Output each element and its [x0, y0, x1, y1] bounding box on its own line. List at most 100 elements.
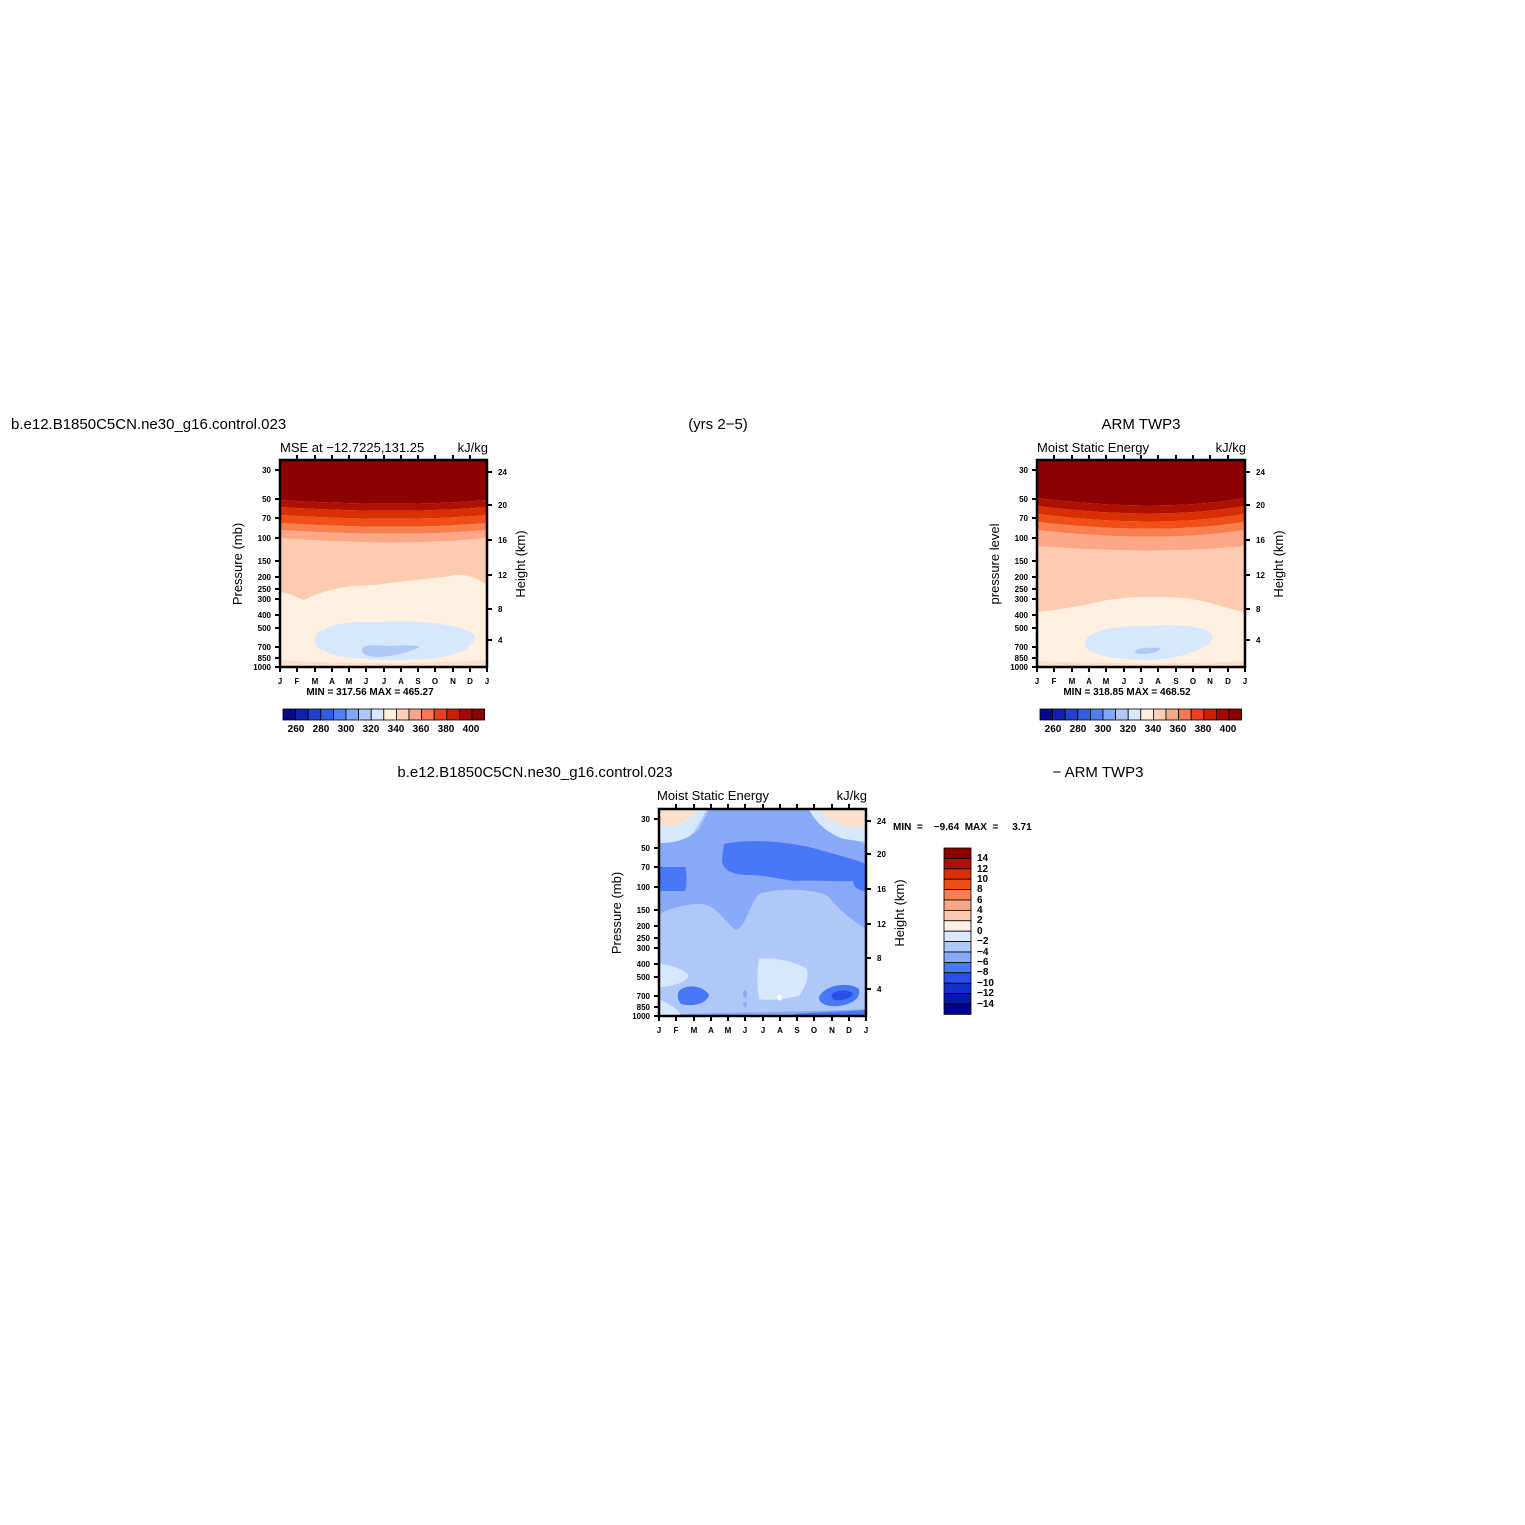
model-cb-label-5: 360 — [413, 724, 430, 735]
diff-y2-tick-20: 20 — [877, 850, 886, 859]
diff-colorbar-box — [943, 930, 972, 943]
model-y-tick-400: 400 — [258, 611, 272, 620]
model-x-tick-feb: F — [295, 677, 300, 686]
obs-y-ticks: 30 50 70 100 150 200 250 300 400 500 700… — [1010, 466, 1037, 672]
model-x-tick-apr: A — [329, 677, 335, 686]
obs-units: kJ/kg — [1216, 440, 1246, 455]
model-x-tick-jun: J — [364, 677, 368, 686]
diff-colorbar: 14 12 10 8 6 4 2 0 −2 −4 −6 −8 −10 −12 −… — [943, 847, 994, 1015]
model-minmax: MIN = 317.56 MAX = 465.27 — [306, 687, 434, 698]
obs-cb-label-6: 380 — [1195, 724, 1212, 735]
obs-colorbar-box — [1052, 708, 1066, 721]
obs-cb-label-5: 360 — [1170, 724, 1187, 735]
diff-cb-label-1: 12 — [977, 864, 989, 875]
model-y2-ticks: 4 8 12 16 20 24 — [487, 468, 507, 645]
obs-y-tick-70: 70 — [1019, 514, 1028, 523]
diff-plot-frame — [657, 807, 868, 1018]
diff-y-tick-400: 400 — [637, 960, 651, 969]
obs-x-tick-sep: S — [1173, 677, 1179, 686]
diff-cb-label-0: 14 — [977, 853, 989, 864]
diff-y-tick-70: 70 — [641, 863, 650, 872]
diff-colorbar-box — [943, 993, 972, 1005]
diff-cb-label-3: 8 — [977, 884, 983, 895]
model-contour-field — [280, 460, 487, 667]
model-ylabel: Pressure (mb) — [230, 523, 245, 605]
obs-colorbar-box — [1140, 708, 1154, 721]
diff-y-tick-500: 500 — [637, 973, 651, 982]
obs-colorbar: 260 280 300 320 340 360 380 400 — [1039, 708, 1243, 735]
obs-y-tick-850: 850 — [1015, 654, 1029, 663]
obs-colorbar-box — [1165, 708, 1180, 721]
diff-cb-label-13: −12 — [977, 988, 994, 999]
model-units: kJ/kg — [458, 440, 488, 455]
model-y2-tick-8: 8 — [498, 605, 503, 614]
model-colorbar-box — [471, 708, 486, 721]
diff-x-tick-aug: A — [777, 1026, 783, 1035]
model-y-tick-50: 50 — [262, 495, 271, 504]
model-colorbar-box — [307, 708, 322, 721]
diff-contour-field — [659, 809, 866, 1016]
diff-x-tick-jul: J — [761, 1026, 765, 1035]
model-y-tick-850: 850 — [258, 654, 272, 663]
diff-y-tick-200: 200 — [637, 922, 651, 931]
obs-subtitle: Moist Static Energy — [1037, 440, 1149, 455]
diff-y2-tick-4: 4 — [877, 985, 882, 994]
diff-x-tick-sep: S — [794, 1026, 800, 1035]
diff-y-ticks: 30 50 70 100 150 200 250 300 400 500 700… — [632, 815, 659, 1021]
obs-x-tick-aug: A — [1155, 677, 1161, 686]
model-x-tick-aug: A — [398, 677, 404, 686]
model-x-ticks: J F M A M J J A S O N D J — [278, 667, 489, 686]
diff-cb-label-6: 2 — [977, 915, 983, 926]
diff-cb-label-11: −8 — [977, 967, 989, 978]
obs-y2-tick-16: 16 — [1256, 536, 1265, 545]
diff-subtitle: Moist Static Energy — [657, 788, 769, 803]
diff-colorbar-box — [943, 920, 972, 932]
obs-y-tick-250: 250 — [1015, 585, 1029, 594]
diff-y-tick-150: 150 — [637, 906, 651, 915]
obs-y-tick-50: 50 — [1019, 495, 1028, 504]
diff-cb-label-4: 6 — [977, 895, 983, 906]
model-subtitle: MSE at −12.7225,131.25 — [280, 440, 424, 455]
model-x-tick-jan: J — [278, 677, 282, 686]
model-cb-label-6: 380 — [438, 724, 455, 735]
obs-axes: 30 50 70 100 150 200 250 300 400 500 700… — [1010, 455, 1265, 686]
obs-colorbar-box — [1077, 708, 1091, 721]
model-colorbar-box — [395, 708, 410, 721]
diff-ylabel: Pressure (mb) — [609, 872, 624, 954]
obs-y-tick-700: 700 — [1015, 643, 1029, 652]
diff-cb-label-14: −14 — [977, 999, 994, 1010]
model-y-tick-70: 70 — [262, 514, 271, 523]
diff-colorbar-box — [943, 878, 972, 891]
model-colorbar-box — [421, 708, 435, 721]
model-colorbar-box — [383, 708, 397, 721]
diff-y-tick-50: 50 — [641, 844, 650, 853]
obs-y-tick-150: 150 — [1015, 557, 1029, 566]
diff-y2-tick-24: 24 — [877, 817, 886, 826]
model-colorbar-box — [408, 708, 423, 721]
obs-plot-frame — [1035, 458, 1247, 669]
diff-colorbar-boxes — [943, 847, 972, 1015]
obs-colorbar-box — [1190, 708, 1205, 721]
obs-ylabel: pressure level — [987, 523, 1002, 604]
model-plot-frame — [278, 458, 489, 669]
obs-y-tick-200: 200 — [1015, 573, 1029, 582]
diff-x-tick-jan: J — [657, 1026, 661, 1035]
model-colorbar-box — [295, 708, 309, 721]
model-y2-tick-24: 24 — [498, 468, 507, 477]
model-y-tick-1000: 1000 — [253, 663, 271, 672]
diff-colorbar-box — [943, 868, 972, 880]
diff-colorbar-box — [943, 847, 972, 859]
model-x-tick-dec: D — [467, 677, 473, 686]
obs-x-tick-apr: A — [1086, 677, 1092, 686]
diff-colorbar-box — [943, 982, 972, 995]
model-x-tick-oct: O — [432, 677, 438, 686]
diff-cb-label-5: 4 — [977, 905, 983, 916]
model-colorbar-boxes — [282, 708, 486, 721]
obs-y-tick-30: 30 — [1019, 466, 1028, 475]
model-colorbar-box — [433, 708, 448, 721]
obs-colorbar-box — [1153, 708, 1167, 721]
model-colorbar-box — [370, 708, 385, 721]
diff-x-tick-jun: J — [743, 1026, 747, 1035]
obs-x-tick-jun: J — [1122, 677, 1126, 686]
